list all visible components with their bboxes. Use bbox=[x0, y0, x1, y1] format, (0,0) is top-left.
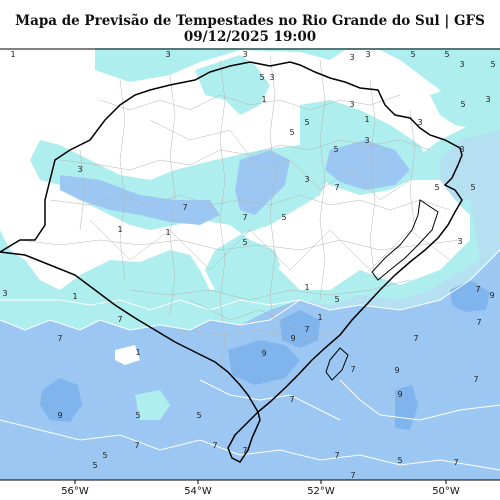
contour-label: 1 bbox=[304, 283, 309, 292]
contour-label: 5 bbox=[490, 60, 495, 69]
contour-label: 5 bbox=[304, 118, 309, 127]
contour-label: 5 bbox=[410, 50, 415, 59]
state-border bbox=[0, 61, 463, 463]
contour-label: 3 bbox=[242, 50, 247, 59]
contour-label: 1 bbox=[135, 348, 140, 357]
level-7-patch-center bbox=[235, 150, 290, 215]
level-3-pocket-north bbox=[195, 55, 270, 115]
contour-label: 5 bbox=[470, 183, 475, 192]
contour-label: 5 bbox=[281, 213, 286, 222]
level-9-patch-east-a bbox=[280, 310, 320, 348]
contour-label: 3 bbox=[349, 53, 354, 62]
contour-label: 3 bbox=[365, 50, 370, 59]
lagoa-mirim bbox=[325, 347, 349, 381]
x-tick-label: 50°W bbox=[432, 486, 460, 497]
level-7-patch-west bbox=[60, 175, 220, 225]
contour-label: 3 bbox=[269, 73, 274, 82]
contour-label: 9 bbox=[261, 349, 266, 358]
contour-label: 1 bbox=[165, 228, 170, 237]
contour-label: 3 bbox=[349, 100, 354, 109]
level-9-patch-west bbox=[40, 378, 82, 422]
contour-label: 7 bbox=[475, 285, 480, 294]
contour-label: 3 bbox=[304, 175, 309, 184]
contour-label: 9 bbox=[394, 366, 399, 375]
contour-label: 5 bbox=[135, 411, 140, 420]
contour-label: 9 bbox=[290, 334, 295, 343]
state-west-border bbox=[0, 251, 259, 413]
contour-label: 3 bbox=[459, 145, 464, 154]
contour-label: 3 bbox=[485, 95, 490, 104]
contour-label: 7 bbox=[117, 315, 122, 324]
contour-label: 7 bbox=[289, 395, 294, 404]
contour-label: 7 bbox=[473, 375, 478, 384]
contour-label: 7 bbox=[182, 203, 187, 212]
level-7-patch-east bbox=[325, 140, 410, 190]
x-axis: 56°W 54°W 52°W 50°W bbox=[61, 480, 460, 497]
contour-label: 5 bbox=[444, 50, 449, 59]
contour-label: 5 bbox=[92, 461, 97, 470]
x-tick-label: 56°W bbox=[61, 486, 89, 497]
contour-label: 7 bbox=[134, 441, 139, 450]
contour-label: 9 bbox=[57, 411, 62, 420]
contour-label: 7 bbox=[242, 446, 247, 455]
contour-label: 5 bbox=[196, 411, 201, 420]
contour-label: 3 bbox=[364, 136, 369, 145]
contour-label: 7 bbox=[413, 334, 418, 343]
contour-label: 1 bbox=[72, 292, 77, 301]
contour-label: 9 bbox=[489, 291, 494, 300]
contour-label: 7 bbox=[304, 325, 309, 334]
contour-label: 7 bbox=[212, 441, 217, 450]
municipality-boundaries bbox=[19, 54, 461, 381]
map-title: Mapa de Previsão de Tempestades no Rio G… bbox=[0, 13, 500, 45]
contour-label: 5 bbox=[289, 128, 294, 137]
level-1-pocket-south bbox=[115, 345, 140, 365]
contour-label: 7 bbox=[350, 471, 355, 480]
contour-label: 5 bbox=[102, 451, 107, 460]
contour-label: 9 bbox=[397, 390, 402, 399]
contour-label: 7 bbox=[476, 318, 481, 327]
contour-label: 5 bbox=[259, 73, 264, 82]
contour-label: 1 bbox=[117, 225, 122, 234]
contour-label: 7 bbox=[350, 365, 355, 374]
contour-label: 5 bbox=[434, 183, 439, 192]
contour-label: 5 bbox=[334, 295, 339, 304]
title-line-1: Mapa de Previsão de Tempestades no Rio G… bbox=[15, 13, 485, 29]
contour-label: 5 bbox=[242, 238, 247, 247]
contour-label: 7 bbox=[334, 451, 339, 460]
contour-label: 3 bbox=[417, 118, 422, 127]
contour-label: 5 bbox=[460, 100, 465, 109]
contour-label: 3 bbox=[457, 237, 462, 246]
x-tick-label: 52°W bbox=[307, 486, 335, 497]
contour-label: 7 bbox=[334, 183, 339, 192]
contour-label: 3 bbox=[77, 165, 82, 174]
contour-label: 3 bbox=[459, 60, 464, 69]
contour-label: 3 bbox=[165, 50, 170, 59]
x-tick-label: 54°W bbox=[184, 486, 212, 497]
level-3-pocket-south bbox=[135, 390, 170, 420]
contour-label: 3 bbox=[2, 289, 7, 298]
contour-label: 1 bbox=[10, 50, 15, 59]
level-7-patch-east-coast bbox=[360, 300, 500, 385]
title-line-2: 09/12/2025 19:00 bbox=[183, 29, 317, 45]
contour-label: 7 bbox=[57, 334, 62, 343]
contour-label: 5 bbox=[333, 145, 338, 154]
level-3-pocket-northeast bbox=[430, 85, 500, 130]
contour-label: 7 bbox=[453, 458, 458, 467]
level-9-patch-east-b bbox=[450, 280, 490, 312]
contour-label: 1 bbox=[317, 313, 322, 322]
lagoa-dos-patos bbox=[371, 199, 439, 281]
contour-label: 1 bbox=[364, 115, 369, 124]
level-9-patch-south bbox=[228, 340, 300, 385]
contour-label: 1 bbox=[261, 95, 266, 104]
contour-label: 5 bbox=[397, 456, 402, 465]
contour-lines bbox=[0, 249, 500, 471]
contour-label: 7 bbox=[242, 213, 247, 222]
